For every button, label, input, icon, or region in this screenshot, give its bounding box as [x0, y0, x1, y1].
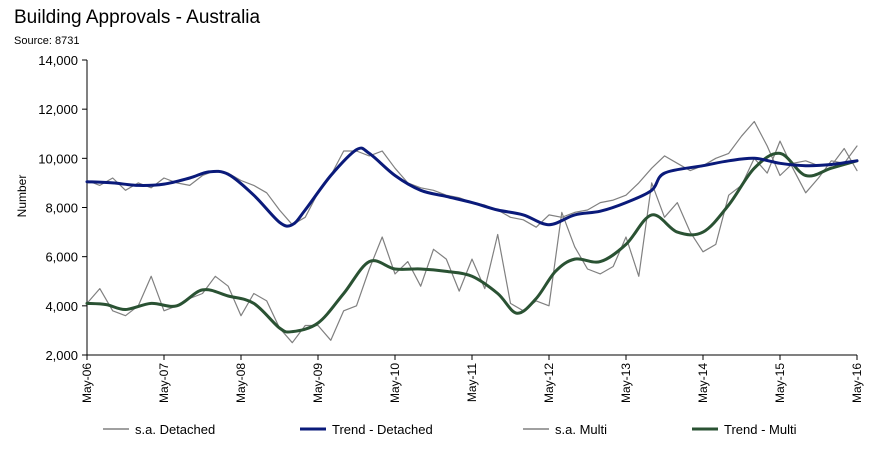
chart-axes: 2,000 4,000 6,000 8,000 10,000 12,000 14,000 Ma… [38, 53, 864, 403]
y-tick-label: 6,000 [45, 250, 78, 265]
series-line-trend-detached [85, 146, 859, 228]
x-tick-label: May-08 [234, 363, 248, 403]
legend-label-s-a-detached: s.a. Detached [135, 422, 215, 437]
legend-label-s-a-multi: s.a. Multi [555, 422, 607, 437]
chart-title: Building Approvals - Australia [14, 7, 261, 28]
x-tick-label: May-06 [80, 363, 94, 403]
x-tick-label: May-13 [619, 363, 633, 403]
legend-label-trend-multi: Trend - Multi [724, 422, 797, 437]
x-tick-label: May-15 [773, 363, 787, 403]
y-tick-label: 14,000 [38, 53, 78, 68]
x-tick-label: May-16 [850, 363, 864, 403]
y-tick-label: 2,000 [45, 348, 78, 363]
x-tick-label: May-07 [157, 363, 171, 403]
x-tick-label: May-11 [465, 363, 479, 402]
y-tick-label: 4,000 [45, 299, 78, 314]
y-tick-label: 8,000 [45, 201, 78, 216]
x-tick-label: May-14 [696, 363, 710, 403]
chart-subtitle: Source: 8731 [14, 35, 80, 47]
x-tick-label: May-10 [388, 363, 402, 403]
y-tick-label: 12,000 [38, 102, 78, 117]
chart-legend: s.a. Detached Trend - Detached s.a. Multi T… [103, 422, 797, 437]
legend-label-trend-detached: Trend - Detached [332, 422, 433, 437]
series-line-s-a-multi [86, 140, 858, 344]
y-axis-label: Number [15, 175, 29, 218]
x-tick-label: May-09 [311, 363, 325, 403]
chart-series [85, 120, 859, 344]
series-line-trend-multi [85, 151, 859, 334]
x-tick-label: May-12 [542, 363, 556, 403]
y-tick-label: 10,000 [38, 151, 78, 166]
